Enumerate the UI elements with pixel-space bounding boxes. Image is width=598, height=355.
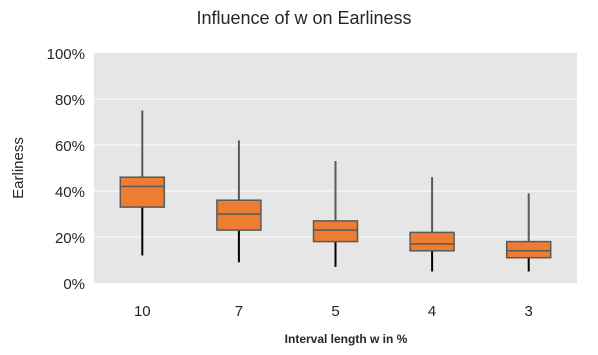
x-axis-ticks: 10 7 5 4 3 [134,303,533,320]
y-tick-label: 100% [47,46,85,63]
x-tick-label: 4 [428,303,436,320]
box-4 [409,177,455,272]
box-5 [312,161,359,267]
box-iqr [312,220,359,243]
box-10 [119,110,166,256]
boxes [119,110,552,272]
y-axis-label: Earliness [10,137,27,199]
box-iqr [505,240,552,259]
box-3 [505,193,552,272]
box-iqr [119,176,166,208]
x-tick-label: 7 [235,303,243,320]
box-7 [216,140,262,263]
x-tick-label: 10 [134,303,151,320]
box-iqr [216,199,262,231]
chart-title: Influence of w on Earliness [196,8,411,28]
y-axis-ticks: 0% 20% 40% 60% 80% 100% [47,46,85,293]
x-tick-label: 5 [331,303,339,320]
x-axis-label: Interval length w in % [285,332,408,346]
y-tick-label: 0% [63,276,85,293]
y-tick-label: 20% [55,230,85,247]
box-iqr [409,231,455,252]
y-tick-label: 60% [55,138,85,155]
x-tick-label: 3 [525,303,533,320]
y-tick-label: 40% [55,184,85,201]
y-tick-label: 80% [55,92,85,109]
